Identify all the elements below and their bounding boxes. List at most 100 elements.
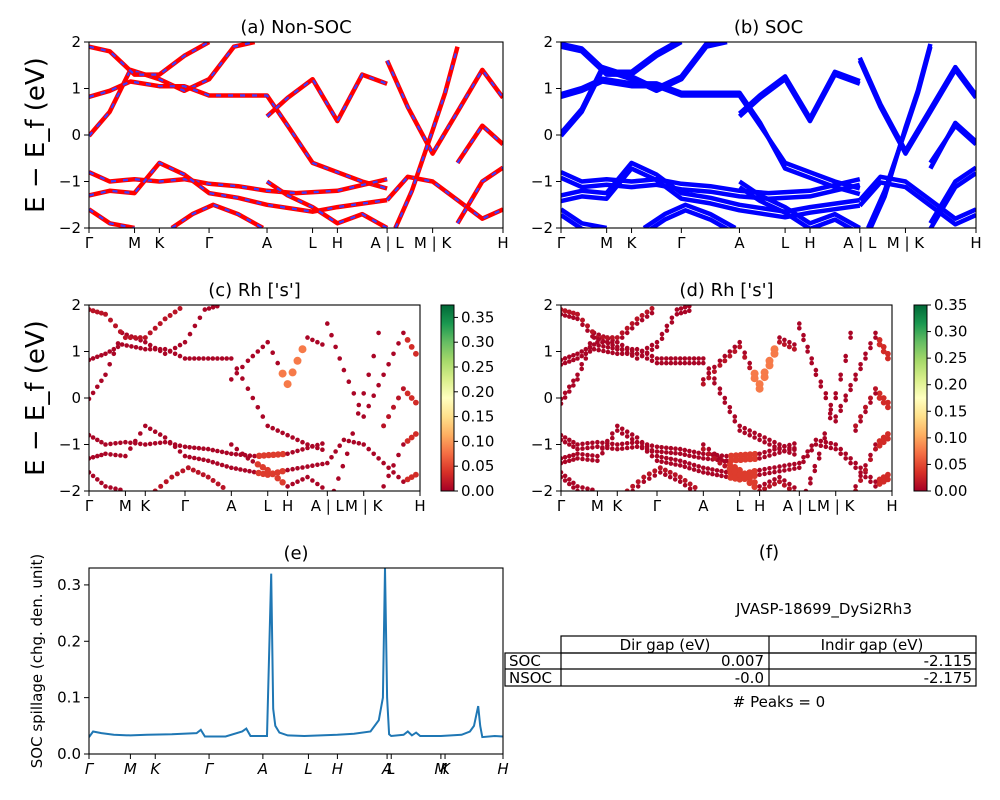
point-d-506 <box>619 431 625 436</box>
point-d-313 <box>873 386 878 392</box>
point-d-118 <box>561 432 564 438</box>
panel-e-xtick-label: L <box>387 760 395 778</box>
point-d-60 <box>701 356 706 361</box>
point-c-32 <box>99 353 104 358</box>
point-d-535 <box>757 472 762 478</box>
point-c-308 <box>376 330 381 336</box>
point-c-307 <box>371 353 377 359</box>
point-d-190 <box>664 455 669 461</box>
point-d-561 <box>677 479 683 485</box>
point-d-246 <box>731 464 738 471</box>
point-d-489 <box>777 450 782 455</box>
panel-d-xtick-label: M <box>591 497 604 515</box>
point-d-408 <box>575 316 580 322</box>
panel-c-xtick-label: A <box>226 497 237 515</box>
point-c-138 <box>182 444 188 450</box>
point-d-172 <box>575 451 580 457</box>
point-c-271 <box>381 372 386 378</box>
point-d-370 <box>629 351 635 357</box>
panel-e-frame <box>88 567 504 755</box>
point-d-449 <box>585 445 590 451</box>
band-soc-split-1 <box>561 76 861 197</box>
point-c-279 <box>325 460 330 466</box>
point-d-228 <box>635 479 641 485</box>
point-d-629 <box>827 415 833 421</box>
point-d-450 <box>590 445 595 450</box>
point-d-638 <box>873 391 878 396</box>
cbar-c-tick-label: 0.05 <box>461 457 494 475</box>
point-d-567 <box>711 455 717 461</box>
point-c-231 <box>180 468 186 474</box>
point-d-601 <box>876 341 883 348</box>
point-c-125 <box>118 440 123 446</box>
point-d-39 <box>601 344 606 349</box>
point-d-305 <box>833 391 838 396</box>
point-c-142 <box>201 446 206 452</box>
point-d-200 <box>710 467 715 472</box>
point-d-89 <box>604 335 610 341</box>
table-footer: # Peaks = 0 <box>733 693 825 711</box>
band-nsoc-dash-9 <box>386 60 503 156</box>
point-c-168 <box>89 456 92 461</box>
point-c-120 <box>95 437 100 443</box>
point-d-4 <box>575 372 580 378</box>
point-c-304 <box>355 411 361 416</box>
panel-e-ytick-label: 0.1 <box>57 689 81 707</box>
band-nsoc-dash-6 <box>89 208 135 228</box>
point-d-391 <box>732 419 738 424</box>
point-c-177 <box>128 446 133 451</box>
point-d-446 <box>571 444 576 450</box>
point-d-63 <box>717 386 723 392</box>
point-d-44 <box>624 346 630 352</box>
point-d-23 <box>664 323 670 329</box>
point-d-404 <box>561 312 564 317</box>
point-d-478 <box>724 458 729 464</box>
point-d-557 <box>658 470 663 475</box>
point-c-159 <box>279 450 287 458</box>
point-c-225 <box>118 487 123 491</box>
point-d-598 <box>863 356 868 361</box>
band-soc-split-6 <box>561 213 590 228</box>
point-c-164 <box>305 445 310 451</box>
point-c-29 <box>89 357 92 363</box>
point-d-467 <box>673 451 678 456</box>
point-d-84 <box>580 317 585 323</box>
point-c-174 <box>113 452 118 458</box>
point-d-416 <box>615 339 620 345</box>
point-d-184 <box>634 435 640 440</box>
point-d-485 <box>757 456 762 461</box>
point-d-326 <box>562 395 568 400</box>
point-c-226 <box>152 488 158 491</box>
panel-a-title: (a) Non-SOC <box>240 17 351 38</box>
point-d-98 <box>649 306 655 311</box>
point-c-289 <box>371 451 377 457</box>
point-d-220 <box>567 477 572 482</box>
point-d-120 <box>567 437 572 443</box>
point-d-494 <box>562 459 568 465</box>
point-c-104 <box>255 349 261 354</box>
point-d-0 <box>561 396 564 402</box>
point-d-22 <box>659 331 665 337</box>
point-c-214 <box>305 464 310 469</box>
point-d-411 <box>590 334 595 339</box>
point-d-522 <box>696 468 701 474</box>
panel-c-points <box>89 305 419 491</box>
point-d-83 <box>575 311 580 317</box>
point-c-247 <box>264 466 271 474</box>
point-d-180 <box>615 423 620 429</box>
point-d-431 <box>737 344 743 350</box>
point-d-338 <box>615 344 620 350</box>
band-soc-13 <box>928 165 976 225</box>
panel-a-xtick-label: K <box>154 234 165 252</box>
point-d-440 <box>781 342 787 347</box>
band-nsoc-3 <box>265 72 388 124</box>
point-c-139 <box>187 445 192 450</box>
point-d-56 <box>682 356 688 361</box>
point-d-432 <box>742 354 748 360</box>
point-c-238 <box>215 481 221 487</box>
point-d-452 <box>600 445 605 450</box>
point-d-196 <box>691 462 697 468</box>
point-d-610 <box>823 444 829 450</box>
point-d-141 <box>668 445 674 451</box>
point-c-71 <box>285 432 290 438</box>
